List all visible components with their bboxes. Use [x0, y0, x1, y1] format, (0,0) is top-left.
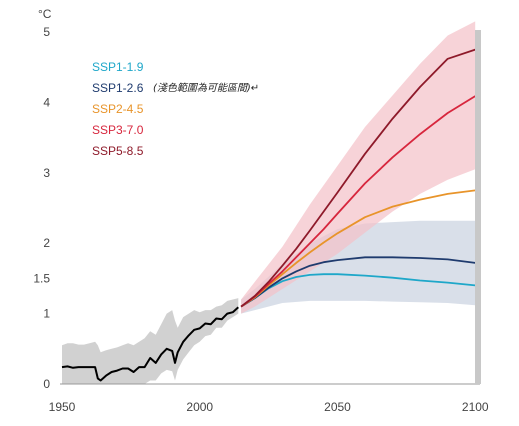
- y-tick-label: 3: [43, 166, 50, 180]
- y-tick-label: 4: [43, 95, 50, 109]
- right-edge-bar: [475, 30, 481, 384]
- y-tick-label: 1: [43, 307, 50, 321]
- historical-range-band: [62, 298, 239, 384]
- legend-label-ssp5-8.5: SSP5-8.5: [92, 144, 144, 158]
- legend-label-ssp3-7.0: SSP3-7.0: [92, 123, 144, 137]
- series-line-ssp1-2.6: [240, 256, 476, 308]
- legend-label-ssp1-2.6: SSP1-2.6: [92, 81, 144, 95]
- series-line-ssp3-7.0: [240, 95, 476, 308]
- axes: [60, 30, 481, 385]
- series-lines: [61, 48, 476, 382]
- y-tick-label: 5: [43, 25, 50, 39]
- y-tick-label: 0: [43, 377, 50, 391]
- x-tick-label: 1950: [49, 400, 76, 414]
- x-tick-label: 2100: [462, 400, 489, 414]
- series-line-ssp5-8.5: [240, 48, 476, 308]
- range-band-ssp3-7.0: [241, 21, 476, 314]
- legend: SSP1-1.9 SSP1-2.6 SSP2-4.5 SSP3-7.0 SSP5-8.5: [92, 60, 144, 158]
- y-tick-label: 2: [43, 236, 50, 250]
- range-band-ssp1-2.6: [241, 220, 476, 314]
- tick-labels: 0 1 1.5 2 3 4 5 1950 2000 2050 2100: [33, 25, 489, 414]
- legend-label-ssp1-1.9: SSP1-1.9: [92, 60, 144, 74]
- x-tick-label: 2000: [186, 400, 213, 414]
- historical-line: [61, 306, 239, 382]
- x-tick-label: 2050: [324, 400, 351, 414]
- series-line-ssp2-4.5: [240, 189, 476, 308]
- y-tick-label: 1.5: [33, 271, 50, 285]
- uncertainty-ranges: [62, 21, 476, 384]
- range-note: (淺色範圍為可能區間)↵: [153, 82, 259, 94]
- y-unit-label: °C: [38, 7, 52, 21]
- legend-label-ssp2-4.5: SSP2-4.5: [92, 102, 144, 116]
